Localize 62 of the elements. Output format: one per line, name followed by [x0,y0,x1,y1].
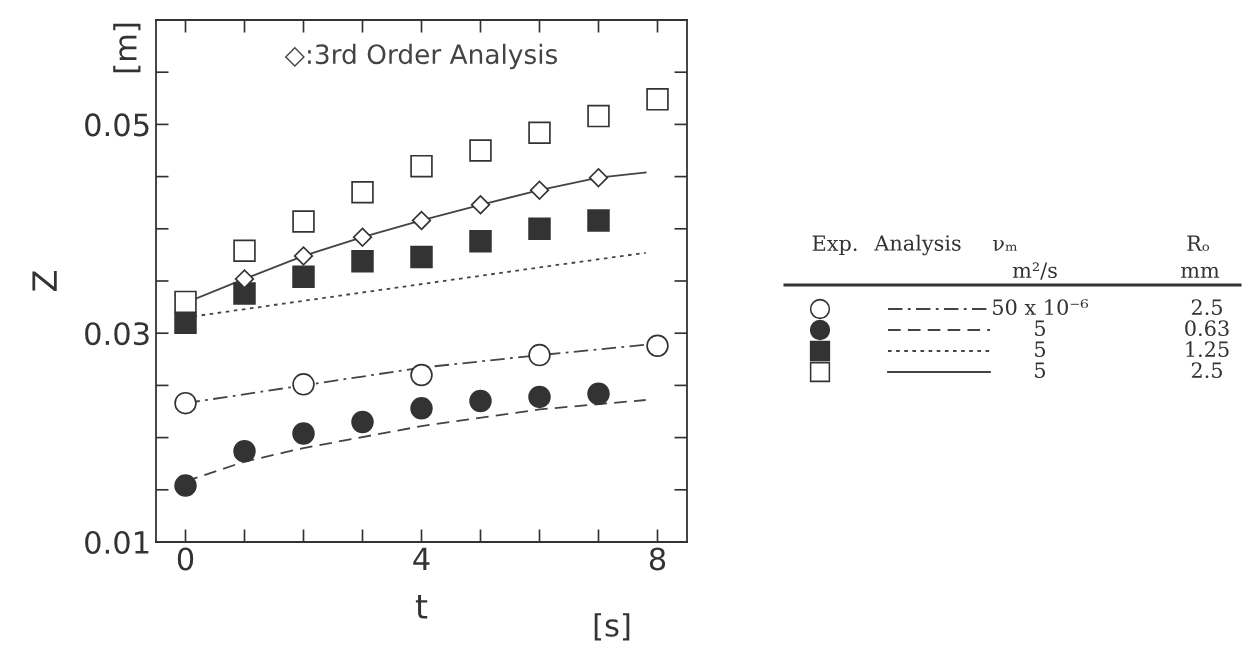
point [174,474,197,497]
point [587,209,610,232]
point [587,104,610,128]
point [411,210,432,231]
point [174,311,197,335]
y-tick-label: 0.03 [85,322,149,346]
text: 5 [1035,341,1046,358]
x-axis-title: t [415,595,428,619]
y-tick-label: 0.05 [85,113,149,137]
point [470,195,491,215]
y-axis-title: Z [32,271,57,291]
text: 0.63 [1185,320,1229,337]
text: mm [1181,266,1220,278]
point [233,282,256,305]
point [174,290,197,314]
point [646,88,669,111]
point [528,217,551,241]
point [351,181,374,204]
point [469,389,492,413]
text: 1.25 [1186,341,1229,358]
text: m²/s [1012,262,1057,280]
text: Rₒ [1187,235,1210,251]
point [528,385,551,409]
point [529,180,550,200]
text: 5 [1035,362,1046,379]
text: Exp. [812,235,857,256]
point [233,439,256,463]
annotation: ◇:3rd Order Analysis [284,43,558,70]
x-tick-label: 0 [177,547,194,571]
point [233,239,256,262]
point [528,121,551,145]
point [292,422,315,445]
point [646,334,669,357]
text: νₘ [993,239,1018,251]
point [351,410,374,434]
point [174,391,197,415]
point [410,245,433,269]
text: Analysis [874,234,961,256]
point [587,382,610,406]
text: 2.5 [1191,362,1222,379]
point [351,249,374,273]
point [410,397,433,420]
point [469,230,492,253]
point [528,343,551,367]
point [292,265,315,289]
y-tick-label: 0.01 [85,530,149,555]
text: [s] [594,613,630,641]
point [234,269,255,289]
point [293,246,314,266]
x-tick-label: 8 [649,547,666,571]
point [292,373,315,396]
text: 2.5 [1191,299,1222,316]
x-tick-label: 4 [413,547,430,571]
text: 5 [1035,320,1046,337]
text: 50 x 10⁻⁶ [993,299,1089,316]
point [410,363,433,387]
point [292,210,315,233]
text: [m] [113,23,141,73]
point [588,167,609,188]
point [469,139,492,162]
point [352,227,373,247]
point [410,154,433,178]
